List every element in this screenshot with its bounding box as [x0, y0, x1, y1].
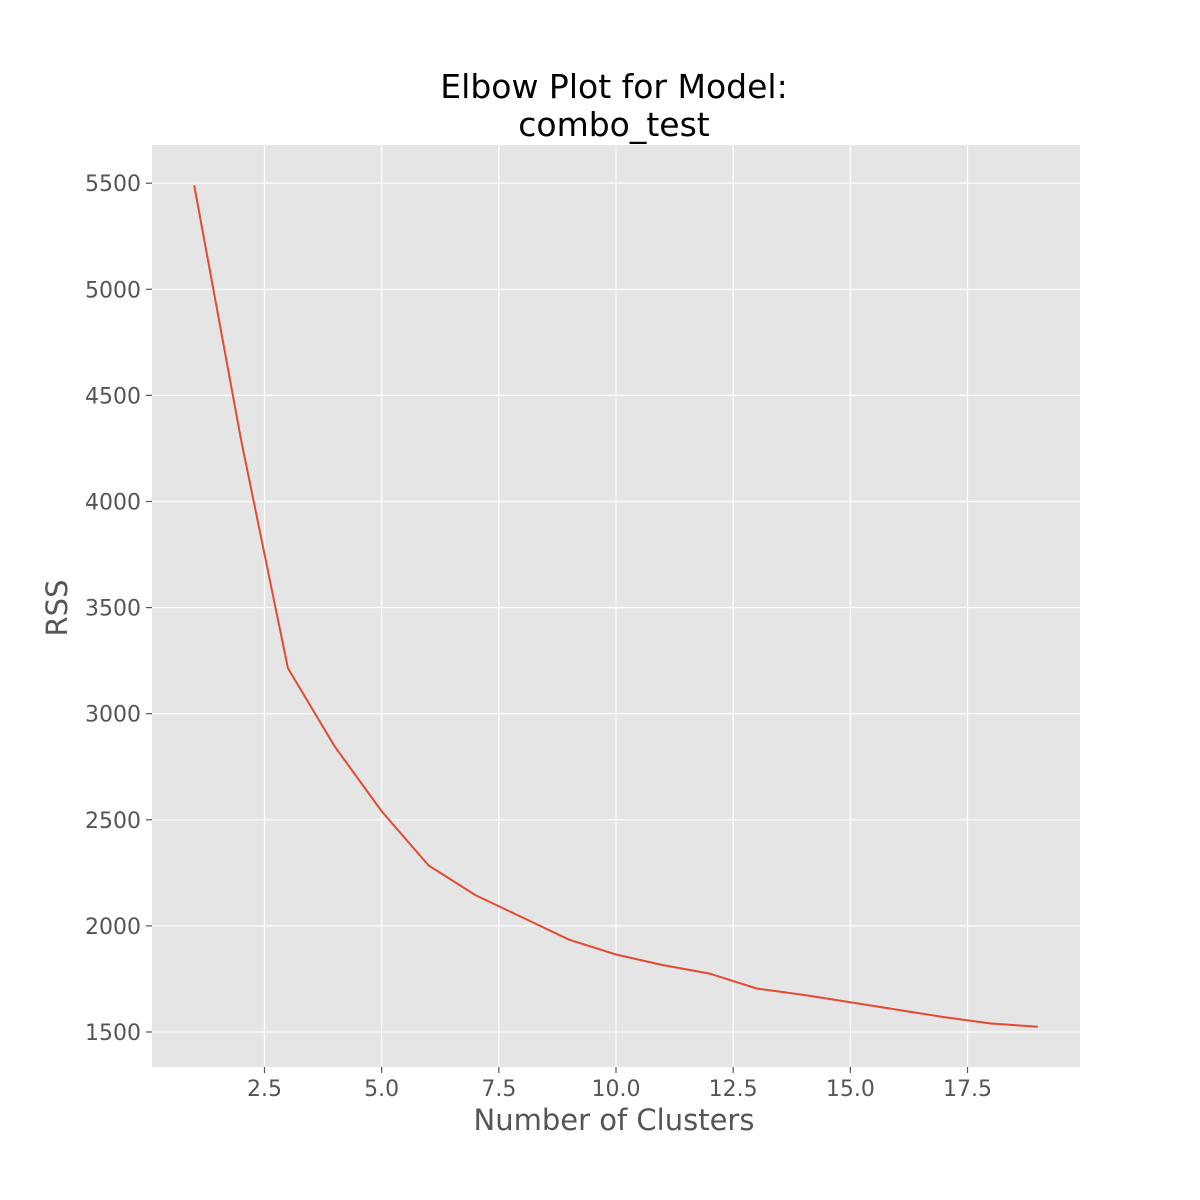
series-layer — [193, 185, 1038, 1028]
x-tick-label: 17.5 — [943, 1077, 992, 1102]
x-axis-label: Number of Clusters — [474, 1103, 755, 1137]
x-tick-label: 5.0 — [364, 1077, 399, 1102]
x-tick-label: 10.0 — [592, 1077, 641, 1102]
y-tick-label: 4000 — [85, 490, 141, 515]
y-tick-label: 3000 — [85, 703, 141, 728]
y-tick-label: 2000 — [85, 915, 141, 940]
tick-layer: 2.5 5.0 7.5 10.0 12.5 15.0 17.5 1500 2000 2500 300… — [85, 172, 992, 1102]
x-tick-label: 12.5 — [709, 1077, 758, 1102]
series-line — [193, 185, 1038, 1028]
x-tick-label: 7.5 — [481, 1077, 516, 1102]
x-tick-label: 15.0 — [826, 1077, 875, 1102]
x-tick-label: 2.5 — [247, 1077, 282, 1102]
chart-title-line-1: Elbow Plot for Model: — [440, 67, 787, 106]
y-tick-label: 3500 — [85, 597, 141, 622]
y-tick-label: 2500 — [85, 809, 141, 834]
y-tick-label: 1500 — [85, 1021, 141, 1046]
y-tick-label: 5000 — [85, 278, 141, 303]
y-tick-label: 4500 — [85, 384, 141, 409]
grid-lines — [152, 145, 1080, 1067]
chart-title-line-2: combo_test — [518, 105, 710, 144]
y-axis-label: RSS — [40, 580, 74, 637]
y-tick-label: 5500 — [85, 172, 141, 197]
